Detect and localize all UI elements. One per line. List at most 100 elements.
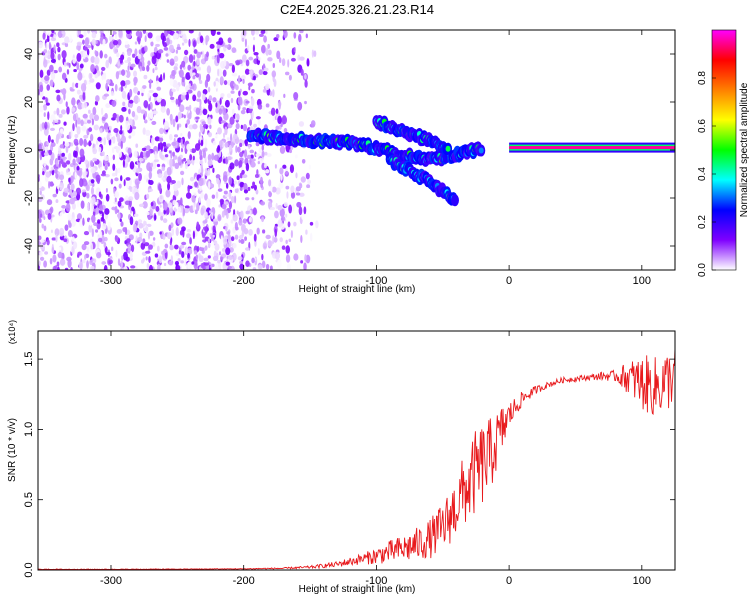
noise-speck [174, 63, 179, 67]
noise-speck [198, 196, 201, 204]
noise-speck [267, 43, 270, 49]
snr-background [38, 331, 675, 570]
noise-speck [169, 78, 174, 86]
noise-speck [185, 123, 188, 128]
noise-speck [61, 88, 67, 96]
noise-speck [94, 50, 97, 56]
noise-speck [304, 79, 308, 88]
noise-speck [162, 201, 168, 211]
noise-speck [91, 38, 96, 46]
noise-speck [264, 151, 268, 156]
snr-plot-area [38, 348, 675, 570]
snr-y-tick-label: 1.0 [23, 422, 35, 437]
noise-speck [242, 218, 247, 224]
noise-speck [226, 93, 232, 99]
noise-speck [66, 106, 70, 115]
spectrogram-y-tick-label: -20 [23, 190, 35, 206]
noise-speck [50, 58, 56, 64]
noise-speck [198, 66, 201, 71]
noise-speck [273, 236, 278, 243]
noise-speck [296, 201, 302, 208]
noise-speck [285, 213, 288, 218]
noise-speck [67, 218, 71, 227]
noise-speck [133, 76, 138, 84]
noise-speck [63, 187, 69, 193]
noise-speck [72, 241, 78, 250]
noise-speck [76, 165, 80, 171]
noise-speck [292, 203, 295, 212]
noise-speck [142, 60, 145, 68]
noise-speck [225, 261, 230, 266]
noise-speck [88, 140, 92, 147]
noise-speck [52, 254, 57, 263]
noise-speck [76, 89, 81, 95]
noise-speck [179, 104, 185, 113]
noise-speck [212, 167, 215, 173]
noise-speck [248, 105, 254, 109]
noise-speck [96, 252, 102, 259]
noise-speck [165, 189, 171, 198]
noise-speck [91, 196, 96, 205]
noise-speck [152, 237, 156, 241]
noise-speck [255, 141, 260, 147]
noise-speck [87, 202, 90, 212]
noise-speck [175, 168, 181, 175]
noise-speck [293, 46, 296, 53]
noise-speck [210, 264, 213, 269]
noise-speck [135, 235, 138, 244]
noise-speck [144, 119, 148, 124]
noise-speck [138, 222, 144, 229]
noise-speck [230, 97, 234, 104]
noise-speck [247, 45, 250, 52]
noise-speck [251, 197, 255, 201]
noise-speck [245, 100, 250, 104]
noise-speck [228, 191, 232, 200]
noise-speck [49, 79, 54, 87]
noise-speck [234, 221, 238, 231]
noise-speck [150, 162, 154, 168]
noise-speck [53, 44, 56, 53]
noise-speck [117, 258, 121, 266]
noise-speck [185, 192, 192, 199]
noise-speck [52, 193, 57, 198]
noise-speck [52, 265, 57, 270]
noise-speck [163, 262, 167, 267]
noise-speck [117, 200, 122, 207]
noise-speck [105, 82, 108, 91]
noise-speck [125, 30, 132, 35]
noise-speck [166, 231, 172, 240]
noise-speck [82, 179, 88, 187]
spectrogram-y-tick-label: -40 [23, 238, 35, 254]
noise-speck [158, 255, 163, 264]
noise-speck [181, 177, 184, 186]
noise-speck [244, 139, 248, 144]
noise-speck [215, 174, 221, 179]
noise-speck [285, 245, 291, 254]
noise-speck [38, 260, 41, 267]
noise-speck [120, 221, 124, 227]
snr-y-tick-label: 0.0 [23, 562, 35, 577]
noise-speck [82, 189, 87, 193]
noise-speck [80, 82, 87, 92]
noise-speck [199, 185, 203, 192]
noise-speck [151, 137, 155, 146]
noise-speck [98, 191, 102, 198]
noise-speck [244, 68, 250, 75]
noise-speck [261, 216, 265, 223]
noise-speck [288, 238, 292, 243]
noise-speck [91, 32, 97, 39]
noise-speck [298, 33, 302, 43]
noise-speck [271, 186, 277, 193]
noise-speck [173, 65, 178, 71]
main-track-core [478, 147, 484, 154]
noise-speck [125, 70, 131, 78]
noise-speck [305, 172, 310, 180]
noise-speck [89, 219, 92, 226]
noise-speck [181, 76, 185, 83]
noise-speck [150, 202, 154, 207]
noise-speck [233, 209, 236, 215]
noise-speck [207, 242, 211, 249]
noise-speck [265, 30, 268, 35]
noise-speck [250, 30, 255, 36]
